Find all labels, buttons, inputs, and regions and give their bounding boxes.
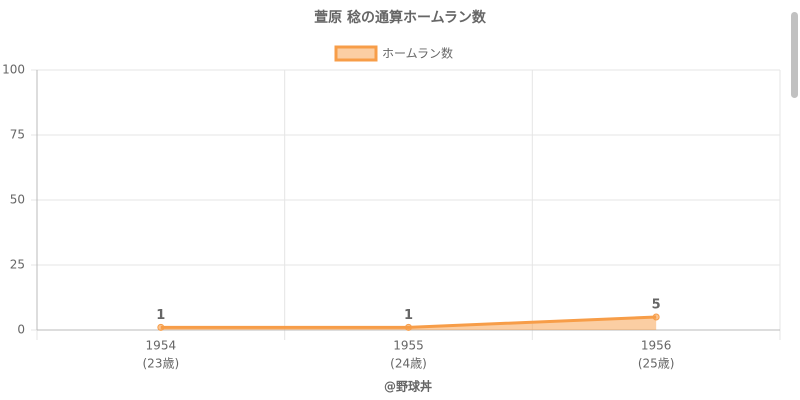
x-tick-label: 1955 xyxy=(393,339,424,353)
chart-title: 萱原 稔の通算ホームラン数 xyxy=(314,9,487,26)
x-tick-sublabel: (23歳) xyxy=(143,357,180,371)
y-tick-label: 0 xyxy=(17,323,25,337)
value-label: 1 xyxy=(156,308,165,323)
scrollbar[interactable] xyxy=(791,12,798,98)
legend-swatch xyxy=(334,45,378,62)
legend-label: ホームラン数 xyxy=(382,46,453,61)
x-tick-label: 1956 xyxy=(641,339,672,353)
y-tick-label: 50 xyxy=(10,193,25,207)
point xyxy=(405,323,412,331)
x-tick-label: 1954 xyxy=(146,339,177,353)
y-tick-label: 75 xyxy=(10,128,25,142)
x-tick-sublabel: (24歳) xyxy=(390,357,427,371)
value-label: 1 xyxy=(404,308,413,323)
x-axis-title: @野球丼 xyxy=(384,379,432,394)
value-label: 5 xyxy=(652,298,661,313)
y-tick-label: 100 xyxy=(2,63,25,77)
y-tick-label: 25 xyxy=(10,258,25,272)
x-tick-sublabel: (25歳) xyxy=(638,357,675,371)
point xyxy=(157,323,165,331)
point xyxy=(652,313,660,321)
area xyxy=(160,317,657,330)
